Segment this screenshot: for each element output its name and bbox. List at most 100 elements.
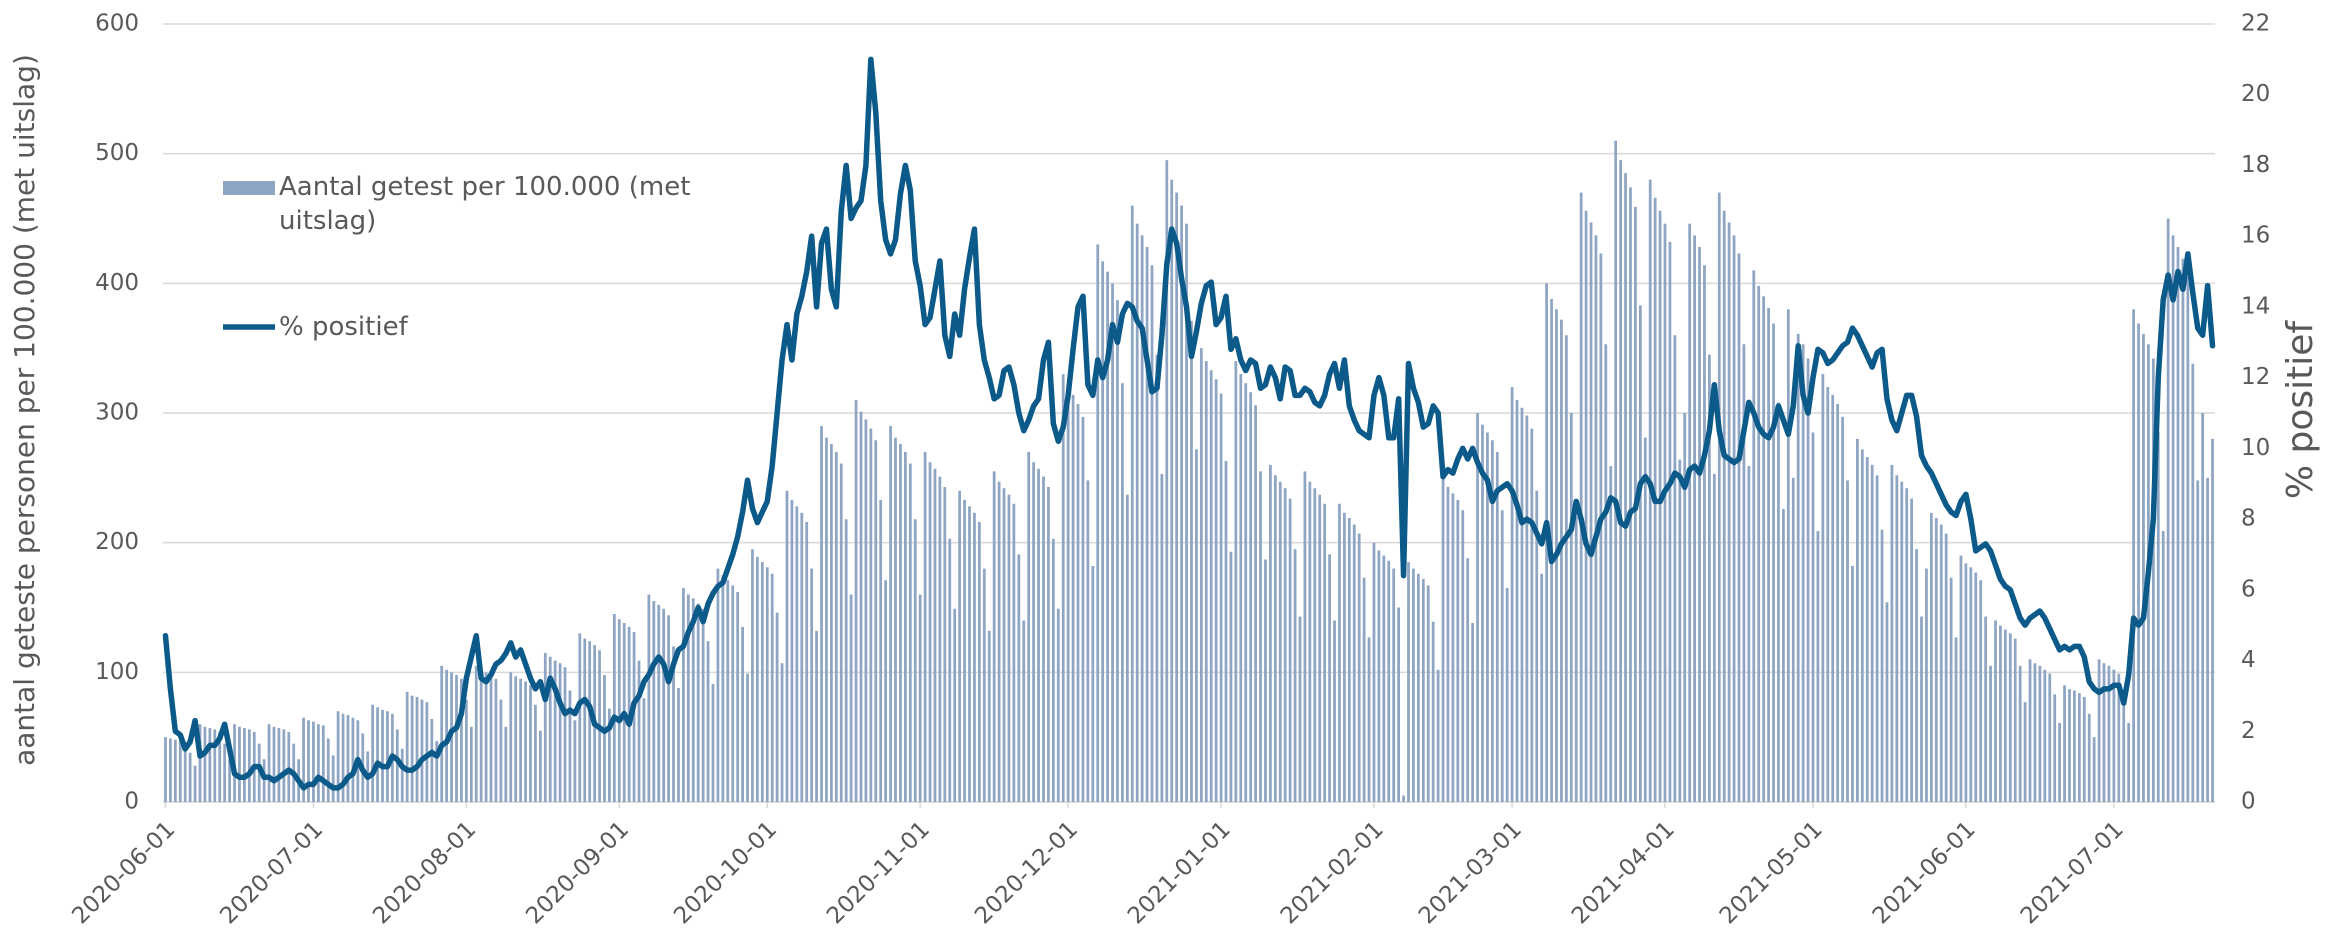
bar bbox=[2186, 276, 2190, 803]
bar bbox=[1851, 566, 1854, 802]
bar bbox=[2053, 694, 2057, 802]
bar bbox=[519, 678, 523, 802]
bar bbox=[2018, 665, 2022, 802]
x-tick-label: 2020-10-01 bbox=[669, 816, 782, 929]
y-tick-label: 400 bbox=[95, 270, 139, 296]
bar bbox=[637, 660, 641, 802]
bar bbox=[499, 699, 503, 802]
bar-series bbox=[164, 140, 2214, 803]
bar bbox=[178, 741, 182, 802]
bar bbox=[1920, 616, 1923, 802]
bar bbox=[1022, 620, 1026, 802]
bar bbox=[1456, 499, 1460, 802]
bar bbox=[2112, 669, 2116, 802]
bar bbox=[1017, 554, 1021, 802]
bar bbox=[716, 568, 720, 802]
bar bbox=[400, 748, 404, 802]
bar bbox=[977, 521, 981, 802]
bar bbox=[1367, 637, 1371, 802]
bar bbox=[2043, 669, 2047, 802]
y2-tick-label: 6 bbox=[2241, 576, 2256, 602]
bar bbox=[1604, 344, 1608, 802]
x-tick-label: 2020-06-01 bbox=[67, 816, 180, 929]
bar bbox=[894, 437, 897, 802]
bar bbox=[1056, 608, 1060, 802]
bar bbox=[1328, 554, 1331, 802]
bar bbox=[2211, 438, 2214, 802]
bar bbox=[1288, 498, 1292, 802]
bar bbox=[2038, 665, 2042, 802]
bar bbox=[1500, 510, 1504, 802]
bar bbox=[795, 506, 799, 802]
bar bbox=[820, 425, 823, 802]
grid bbox=[163, 23, 2215, 803]
y2-tick-label: 10 bbox=[2241, 435, 2270, 461]
x-tick-label: 2020-08-01 bbox=[368, 816, 481, 929]
bar bbox=[889, 425, 892, 802]
bar bbox=[913, 519, 917, 802]
bar bbox=[973, 512, 976, 802]
bar bbox=[1308, 481, 1312, 802]
bar bbox=[1121, 383, 1124, 802]
x-tick-label: 2021-03-01 bbox=[1414, 816, 1527, 929]
bar bbox=[844, 519, 848, 802]
bar bbox=[1569, 413, 1573, 802]
bar bbox=[1239, 374, 1243, 802]
bar bbox=[371, 704, 375, 802]
bar bbox=[1140, 235, 1144, 802]
bar bbox=[923, 451, 927, 802]
bar bbox=[1155, 354, 1159, 802]
bar bbox=[711, 684, 715, 802]
bar bbox=[1614, 140, 1618, 802]
bar bbox=[489, 674, 493, 802]
bar bbox=[741, 626, 744, 802]
bar bbox=[1269, 464, 1272, 802]
bar bbox=[854, 400, 858, 802]
bar bbox=[938, 476, 942, 802]
bar bbox=[1278, 481, 1282, 802]
bar bbox=[815, 630, 818, 802]
bar bbox=[928, 462, 932, 802]
bar bbox=[1782, 508, 1785, 802]
bar bbox=[1747, 466, 1751, 802]
bar bbox=[1629, 187, 1632, 802]
bar bbox=[1416, 573, 1420, 802]
bar bbox=[336, 711, 340, 802]
bar bbox=[213, 729, 217, 802]
bar bbox=[1125, 494, 1129, 802]
bar bbox=[1885, 602, 1889, 802]
bar bbox=[1441, 477, 1445, 802]
y-tick-label: 100 bbox=[95, 659, 139, 685]
y2-tick-label: 4 bbox=[2241, 647, 2256, 673]
bar bbox=[1199, 348, 1203, 802]
bar bbox=[1273, 475, 1277, 802]
bar bbox=[859, 411, 863, 802]
bar bbox=[316, 724, 320, 802]
bar bbox=[2206, 477, 2209, 802]
bar bbox=[267, 724, 271, 802]
bar bbox=[1905, 488, 1909, 802]
bar bbox=[578, 633, 582, 802]
y-tick-label: 500 bbox=[95, 140, 139, 166]
bar bbox=[1451, 493, 1455, 802]
bar bbox=[2161, 530, 2165, 802]
bar bbox=[1910, 498, 1914, 802]
bar bbox=[1313, 488, 1317, 802]
bar bbox=[1860, 449, 1864, 802]
bar bbox=[1999, 625, 2002, 802]
bar bbox=[1831, 394, 1835, 802]
bar bbox=[810, 568, 814, 802]
bar bbox=[667, 615, 670, 802]
bar bbox=[1791, 477, 1795, 802]
bar bbox=[188, 752, 192, 802]
bar bbox=[1895, 475, 1899, 802]
bar bbox=[682, 588, 685, 802]
legend-label: % positief bbox=[279, 312, 408, 342]
bar bbox=[785, 490, 789, 802]
bar bbox=[2132, 309, 2135, 802]
bar bbox=[558, 663, 562, 802]
bar bbox=[460, 678, 463, 802]
bar bbox=[1214, 379, 1218, 802]
bar bbox=[1293, 549, 1297, 802]
bar bbox=[1412, 568, 1415, 802]
